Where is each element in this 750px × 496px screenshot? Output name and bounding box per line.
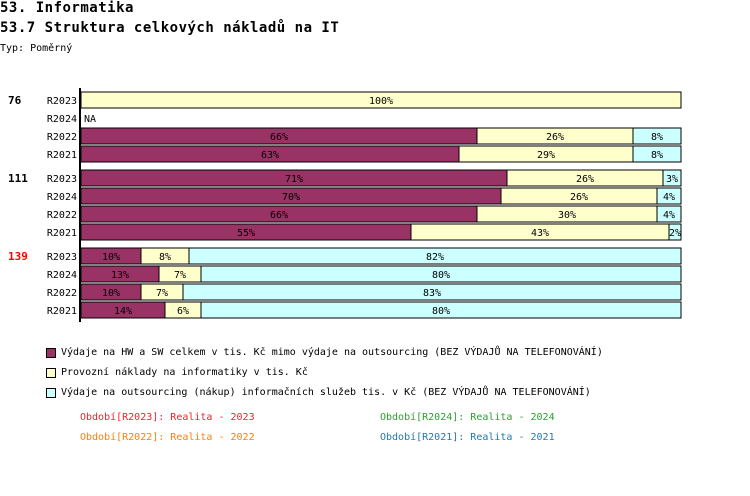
period-label: R2024 (47, 270, 77, 281)
bar-value-label: 71% (285, 174, 303, 185)
chart-title: 53.7 Struktura celkových nákladů na IT (0, 20, 340, 36)
bar-value-label: 4% (663, 192, 675, 203)
bar-segment (200, 301, 682, 319)
bar-segment (632, 127, 682, 145)
legend-label: Výdaje na outsourcing (nákup) informační… (61, 387, 591, 398)
legend-item-hw-sw: Výdaje na HW a SW celkem v tis. Kč mimo … (46, 347, 603, 358)
period-label: R2022 (47, 288, 77, 299)
bar-value-label: 10% (102, 252, 120, 263)
bar-value-label: 43% (531, 228, 549, 239)
period-label: R2022 (47, 132, 77, 143)
bar-value-label: 66% (270, 210, 288, 221)
bar-value-label: 8% (651, 150, 663, 161)
group-label: 139 (8, 250, 28, 263)
period-label: R2024 (47, 192, 77, 203)
legend-label: Výdaje na HW a SW celkem v tis. Kč mimo … (61, 347, 603, 358)
bar-value-label: 80% (432, 270, 450, 281)
bar-value-label: 26% (576, 174, 594, 185)
legend-item-provoz: Provozní náklady na informatiky v tis. K… (46, 367, 308, 378)
legend-item-outsourcing: Výdaje na outsourcing (nákup) informační… (46, 387, 591, 398)
bar-segment (188, 247, 682, 265)
bar-value-label: 6% (177, 306, 189, 317)
period-r2024: Období[R2024]: Realita - 2024 (380, 412, 555, 423)
group-label: 76 (8, 94, 22, 107)
bar-value-label: 30% (558, 210, 576, 221)
bar-value-label: 10% (102, 288, 120, 299)
bar-value-label: 55% (237, 228, 255, 239)
group-label: 111 (8, 172, 28, 185)
bar-value-label: 3% (666, 174, 678, 185)
bar-segment (182, 283, 682, 301)
legend-swatch (46, 347, 56, 358)
chart: 76 R2023 100% R2024 NA R2022 66% 26% 8% R2021 63% 2… (8, 88, 682, 322)
bar-value-label: 26% (546, 132, 564, 143)
bar-value-label: 13% (111, 270, 129, 281)
bar-value-label: 7% (156, 288, 168, 299)
period-r2021: Období[R2021]: Realita - 2021 (380, 432, 555, 443)
bar-segment (80, 91, 682, 109)
period-label: R2024 (47, 114, 77, 125)
legend-label: Provozní náklady na informatiky v tis. K… (61, 367, 308, 378)
bar-value-label: 7% (174, 270, 186, 281)
bar-value-label: 63% (261, 150, 279, 161)
bar-value-label: 70% (282, 192, 300, 203)
bar-segment (668, 223, 682, 241)
bar-value-label: 14% (114, 306, 132, 317)
bar-value-label: 2% (669, 228, 681, 239)
legend-swatch (46, 367, 56, 378)
period-label: R2021 (47, 150, 77, 161)
bar-value-label: 26% (570, 192, 588, 203)
period-label: R2021 (47, 306, 77, 317)
period-label: R2023 (47, 252, 77, 263)
section-title: 53. Informatika (0, 0, 134, 16)
chart-type: Typ: Poměrný (0, 43, 73, 54)
period-r2022: Období[R2022]: Realita - 2022 (80, 432, 255, 443)
bar-value-label: 8% (159, 252, 171, 263)
bar-segment (662, 169, 682, 187)
bar-value-label: 80% (432, 306, 450, 317)
bar-value-label: 8% (651, 132, 663, 143)
na-label: NA (84, 114, 96, 125)
period-label: R2021 (47, 228, 77, 239)
period-r2023: Období[R2023]: Realita - 2023 (80, 412, 255, 423)
period-label: R2023 (47, 174, 77, 185)
bar-value-label: 82% (426, 252, 444, 263)
bar-value-label: 83% (423, 288, 441, 299)
bar-value-label: 29% (537, 150, 555, 161)
legend-swatch (46, 387, 56, 398)
bar-value-label: 66% (270, 132, 288, 143)
bar-value-label: 4% (663, 210, 675, 221)
bar-segment (656, 205, 682, 223)
period-label: R2023 (47, 96, 77, 107)
bar-value-label: 100% (369, 96, 393, 107)
period-label: R2022 (47, 210, 77, 221)
bar-segment (656, 187, 682, 205)
bar-segment (200, 265, 682, 283)
bar-segment (632, 145, 682, 163)
